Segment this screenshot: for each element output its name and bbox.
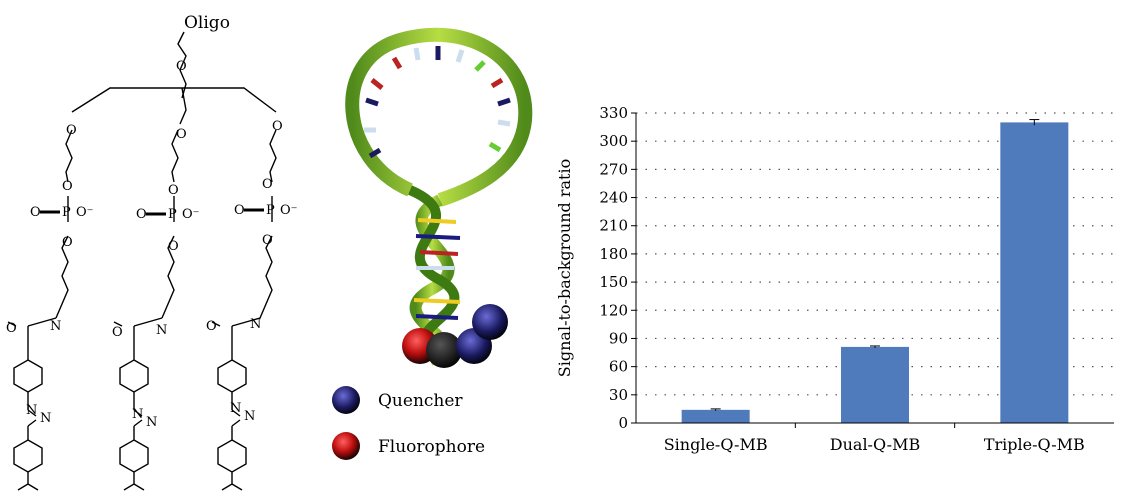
y-tick-label: 300 <box>599 132 628 150</box>
y-axis-ticks: 0 30 60 90 120 150 180 210 240 270 300 330 <box>599 104 636 432</box>
y-tick-label: 240 <box>599 189 628 207</box>
svg-text:N: N <box>50 319 61 334</box>
svg-text:O: O <box>30 205 41 220</box>
bar-chart: 0 30 60 90 120 150 180 210 240 270 300 330 Single-Q… <box>550 0 1127 493</box>
bar-dual-q-mb <box>841 346 909 423</box>
y-tick-label: 150 <box>599 273 628 291</box>
svg-text:P: P <box>62 205 71 220</box>
svg-text:N: N <box>40 411 51 426</box>
svg-text:O: O <box>62 235 73 250</box>
bars <box>681 119 1069 424</box>
svg-text:O: O <box>136 207 147 222</box>
bar-triple-q-mb <box>1000 122 1069 424</box>
x-category-label: Single-Q-MB <box>664 435 768 454</box>
svg-text:O⁻: O⁻ <box>280 203 298 218</box>
svg-text:O: O <box>272 119 283 134</box>
quencher-swatch <box>332 386 360 414</box>
svg-text:O⁻: O⁻ <box>182 207 200 222</box>
x-category-label: Dual-Q-MB <box>830 435 920 454</box>
fluorophore-swatch <box>332 432 360 460</box>
legend-fluorophore-label: Fluorophore <box>378 437 485 457</box>
svg-text:N: N <box>26 403 37 418</box>
svg-text:N: N <box>132 407 143 422</box>
y-tick-label: 30 <box>609 386 628 404</box>
y-tick-label: 330 <box>599 104 628 122</box>
svg-text:N: N <box>250 317 261 332</box>
svg-text:N: N <box>244 409 255 424</box>
svg-text:O: O <box>168 239 179 254</box>
svg-text:P: P <box>168 207 177 222</box>
svg-text:N: N <box>146 415 157 430</box>
x-axis-categories: Single-Q-MB Dual-Q-MB Triple-Q-MB <box>664 423 1085 454</box>
svg-text:O: O <box>112 325 123 340</box>
y-tick-label: 0 <box>618 414 628 432</box>
y-tick-label: 270 <box>599 160 628 178</box>
svg-text:O: O <box>262 177 273 192</box>
x-category-label: Triple-Q-MB <box>984 435 1085 454</box>
molecular-beacon-illustration: Quencher Fluorophore <box>320 0 550 493</box>
svg-text:O: O <box>6 321 17 336</box>
svg-text:O: O <box>62 179 73 194</box>
bar-single-q-mb <box>681 409 750 423</box>
y-tick-label: 60 <box>609 358 628 376</box>
svg-text:O: O <box>262 233 273 248</box>
svg-text:O⁻: O⁻ <box>76 205 94 220</box>
y-tick-label: 180 <box>599 245 628 263</box>
svg-text:O: O <box>176 59 187 74</box>
svg-text:N: N <box>230 401 241 416</box>
svg-text:O: O <box>66 123 77 138</box>
y-tick-label: 210 <box>599 217 628 235</box>
legend-quencher-label: Quencher <box>378 391 463 411</box>
oligo-label: Oligo <box>184 13 230 33</box>
svg-text:O: O <box>234 203 245 218</box>
legend: Quencher Fluorophore <box>332 386 485 460</box>
svg-text:O: O <box>176 127 187 142</box>
y-axis-title: Signal-to-background ratio <box>555 159 574 377</box>
y-tick-label: 90 <box>609 329 628 347</box>
svg-text:P: P <box>266 203 275 218</box>
svg-text:N: N <box>156 323 167 338</box>
y-tick-label: 120 <box>599 301 628 319</box>
beacon-svg: Quencher Fluorophore <box>332 27 533 460</box>
svg-text:O: O <box>206 319 217 334</box>
bar-chart-svg: 0 30 60 90 120 150 180 210 240 270 300 330 Single-Q… <box>555 104 1114 454</box>
svg-text:O: O <box>168 183 179 198</box>
